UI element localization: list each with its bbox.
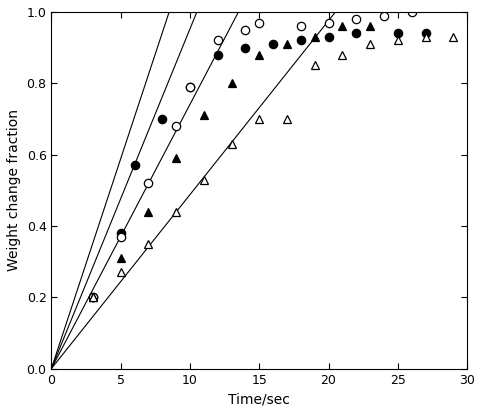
Y-axis label: Weight change fraction: Weight change fraction xyxy=(7,109,21,271)
X-axis label: Time/sec: Time/sec xyxy=(228,392,290,406)
